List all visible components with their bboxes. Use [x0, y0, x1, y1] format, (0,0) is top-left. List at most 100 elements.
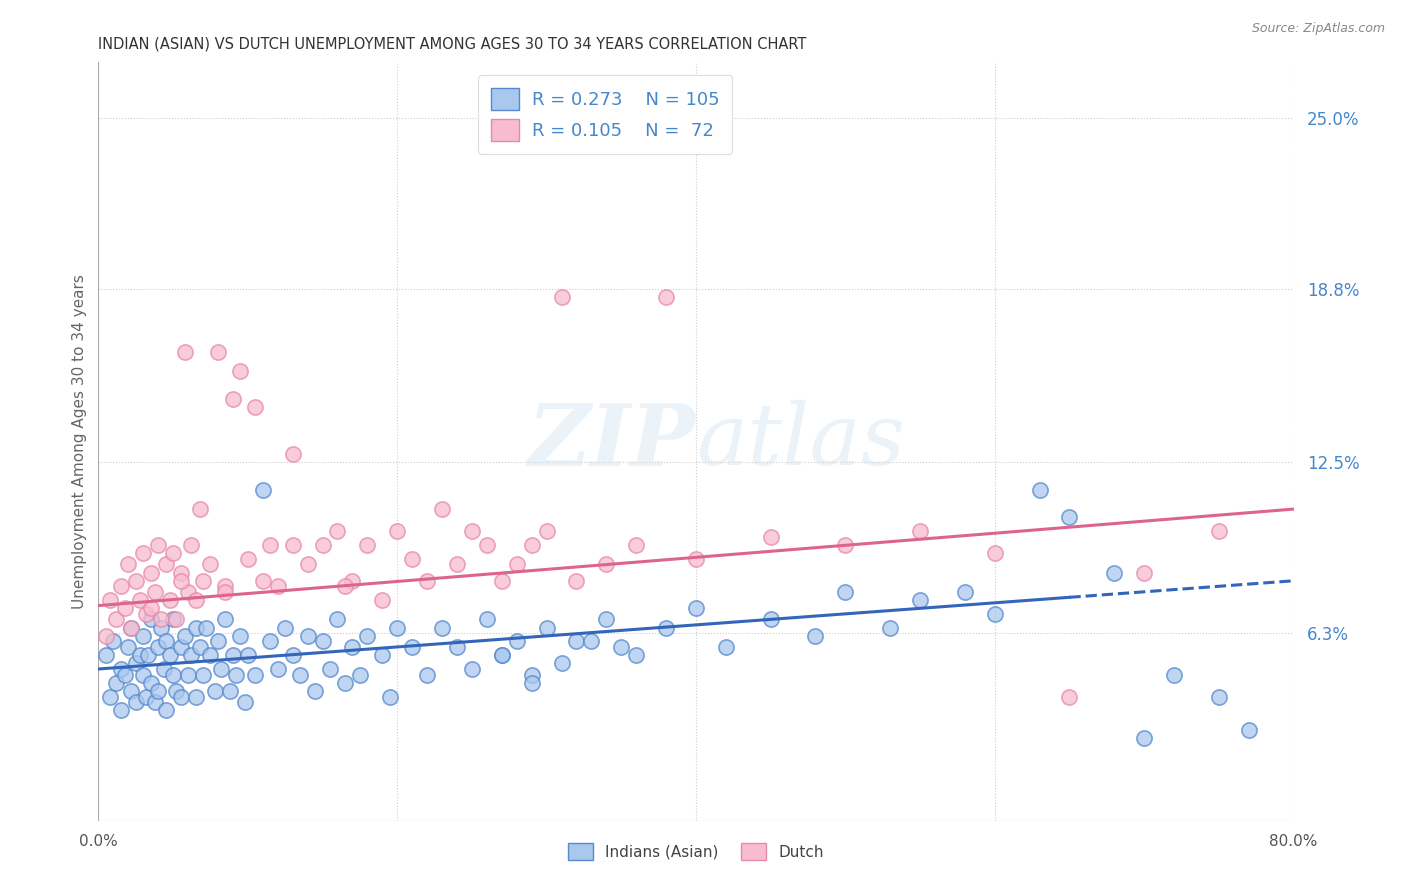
Point	[177, 667, 200, 681]
Point	[165, 612, 187, 626]
Point	[1237, 723, 1260, 737]
Text: INDIAN (ASIAN) VS DUTCH UNEMPLOYMENT AMONG AGES 30 TO 34 YEARS CORRELATION CHART: INDIAN (ASIAN) VS DUTCH UNEMPLOYMENT AMO…	[98, 37, 807, 52]
Point	[491, 648, 513, 663]
Point	[491, 574, 513, 588]
Point	[110, 579, 132, 593]
Point	[274, 621, 297, 635]
Point	[581, 634, 603, 648]
Point	[245, 400, 267, 414]
Point	[446, 558, 468, 572]
Point	[520, 667, 543, 681]
Point	[319, 662, 342, 676]
Point	[401, 551, 423, 566]
Point	[685, 551, 707, 566]
Point	[356, 629, 378, 643]
Point	[153, 662, 176, 676]
Point	[311, 538, 333, 552]
Point	[98, 593, 122, 607]
Point	[184, 621, 207, 635]
Point	[430, 621, 453, 635]
Point	[219, 684, 242, 698]
Point	[1208, 524, 1230, 538]
Point	[188, 640, 211, 654]
Point	[159, 648, 181, 663]
Point	[267, 579, 290, 593]
Point	[550, 657, 572, 671]
Point	[1208, 690, 1230, 704]
Point	[288, 667, 311, 681]
Point	[371, 593, 394, 607]
Point	[714, 640, 737, 654]
Point	[304, 684, 326, 698]
Point	[385, 621, 409, 635]
Point	[908, 593, 931, 607]
Point	[105, 675, 128, 690]
Point	[200, 558, 222, 572]
Point	[565, 634, 588, 648]
Text: ZIP: ZIP	[529, 400, 696, 483]
Point	[595, 558, 617, 572]
Point	[150, 612, 173, 626]
Point	[879, 621, 901, 635]
Point	[225, 667, 247, 681]
Point	[125, 574, 148, 588]
Point	[204, 684, 226, 698]
Y-axis label: Unemployment Among Ages 30 to 34 years: Unemployment Among Ages 30 to 34 years	[72, 274, 87, 609]
Point	[132, 667, 155, 681]
Point	[200, 648, 222, 663]
Point	[222, 392, 245, 406]
Point	[326, 524, 349, 538]
Point	[297, 629, 319, 643]
Point	[148, 640, 170, 654]
Point	[804, 629, 827, 643]
Point	[162, 612, 184, 626]
Point	[214, 584, 236, 599]
Point	[491, 648, 513, 663]
Point	[506, 558, 529, 572]
Point	[245, 667, 267, 681]
Point	[252, 574, 274, 588]
Point	[520, 538, 543, 552]
Point	[139, 612, 162, 626]
Point	[222, 648, 245, 663]
Point	[259, 634, 281, 648]
Point	[155, 558, 177, 572]
Point	[169, 574, 191, 588]
Point	[174, 345, 197, 359]
Point	[655, 621, 678, 635]
Point	[191, 667, 214, 681]
Point	[114, 667, 136, 681]
Point	[342, 640, 364, 654]
Point	[209, 662, 232, 676]
Point	[120, 621, 142, 635]
Point	[311, 634, 333, 648]
Point	[908, 524, 931, 538]
Point	[281, 447, 304, 461]
Point	[1163, 667, 1185, 681]
Point	[834, 538, 856, 552]
Point	[236, 551, 259, 566]
Point	[297, 558, 319, 572]
Point	[148, 538, 170, 552]
Point	[159, 593, 181, 607]
Point	[536, 621, 558, 635]
Point	[94, 629, 117, 643]
Point	[685, 601, 707, 615]
Point	[401, 640, 423, 654]
Point	[110, 703, 132, 717]
Point	[117, 640, 139, 654]
Point	[259, 538, 281, 552]
Point	[143, 584, 166, 599]
Point	[1133, 731, 1156, 745]
Point	[165, 684, 187, 698]
Point	[207, 345, 229, 359]
Point	[281, 648, 304, 663]
Point	[188, 502, 211, 516]
Point	[155, 634, 177, 648]
Point	[236, 648, 259, 663]
Point	[759, 612, 782, 626]
Point	[1104, 566, 1126, 580]
Point	[214, 579, 236, 593]
Point	[430, 502, 453, 516]
Point	[252, 483, 274, 497]
